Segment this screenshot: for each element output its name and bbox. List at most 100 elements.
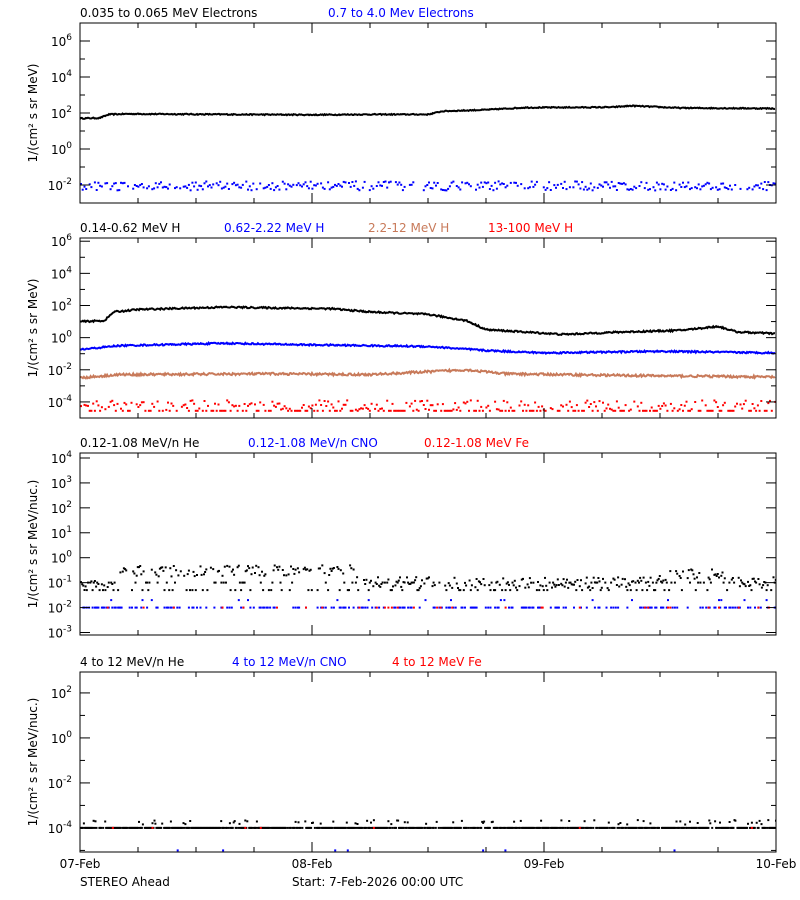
data-point [403,581,406,584]
data-point [245,409,248,412]
y-tick-label: 100 [51,330,72,346]
data-point [621,577,624,580]
data-point [648,584,651,587]
data-point [652,409,655,412]
data-point [348,606,350,609]
data-point [686,826,689,829]
data-point [284,826,287,829]
data-point [388,409,390,412]
data-point [756,184,759,187]
data-point [701,185,704,188]
data-point [182,404,185,407]
data-point [462,589,465,592]
data-point [669,606,672,609]
data-point [468,183,470,186]
data-point [439,826,442,829]
data-point [769,399,771,402]
data-point [382,606,385,609]
data-point [162,569,165,572]
data-point [459,826,462,829]
data-point [711,826,714,829]
data-point [99,184,102,187]
data-point [617,182,620,184]
data-point [330,570,333,572]
data-point [176,849,179,852]
data-point [100,583,103,586]
data-point [140,183,143,185]
data-point [497,408,500,411]
data-point [548,181,551,184]
data-point [477,580,480,583]
data-point [360,407,363,410]
data-point [568,581,571,584]
data-point [193,402,196,405]
data-point [616,826,619,829]
data-point [689,820,691,823]
data-point [390,606,393,609]
data-point [679,577,682,579]
data-point [640,181,643,184]
data-point [255,820,258,823]
data-point [646,589,649,592]
data-point [425,577,428,580]
data-point [589,182,592,185]
data-point [489,589,492,592]
data-point [533,826,536,829]
data-point [251,566,254,569]
data-point [711,409,714,412]
data-point [502,577,505,580]
data-point [114,182,117,185]
data-point [542,589,545,592]
data-point [588,585,591,588]
data-point [596,186,599,189]
data-point [460,819,463,822]
data-point [506,401,509,404]
data-point [570,583,573,586]
data-point [396,409,399,412]
data-point [747,606,749,609]
y-tick-base: 10 [51,502,66,516]
data-point [330,403,333,406]
data-point [722,581,725,584]
data-point [342,606,345,609]
data-point [525,409,528,412]
data-point [657,577,660,580]
data-point [237,826,240,829]
data-point [580,606,582,609]
data-point [112,589,115,592]
series-line [80,104,776,120]
data-point [400,409,403,412]
data-point [538,589,541,592]
data-point [578,826,581,829]
data-point [119,606,122,609]
data-point [659,407,662,410]
data-point [643,606,646,609]
data-point [281,407,284,410]
data-point [448,606,451,609]
data-point [512,584,515,587]
data-point [583,820,586,823]
data-point [241,409,244,412]
data-point [674,826,677,829]
data-point [690,408,693,411]
data-point [678,183,681,186]
data-point [343,606,346,609]
y-tick-exponent: -2 [63,362,72,372]
data-point [346,399,349,402]
data-point [82,584,85,587]
data-point [609,186,611,189]
y-tick-label: 10-2 [48,775,72,791]
data-point [606,826,609,829]
data-point [365,826,368,829]
data-point [523,403,526,406]
data-point [696,822,699,824]
data-point [377,181,380,184]
data-point [146,606,149,609]
data-point [696,187,698,190]
data-point [334,849,337,852]
data-point [585,576,588,579]
data-point [353,184,356,187]
data-point [667,599,669,602]
data-point [277,568,280,571]
data-point [434,826,437,829]
